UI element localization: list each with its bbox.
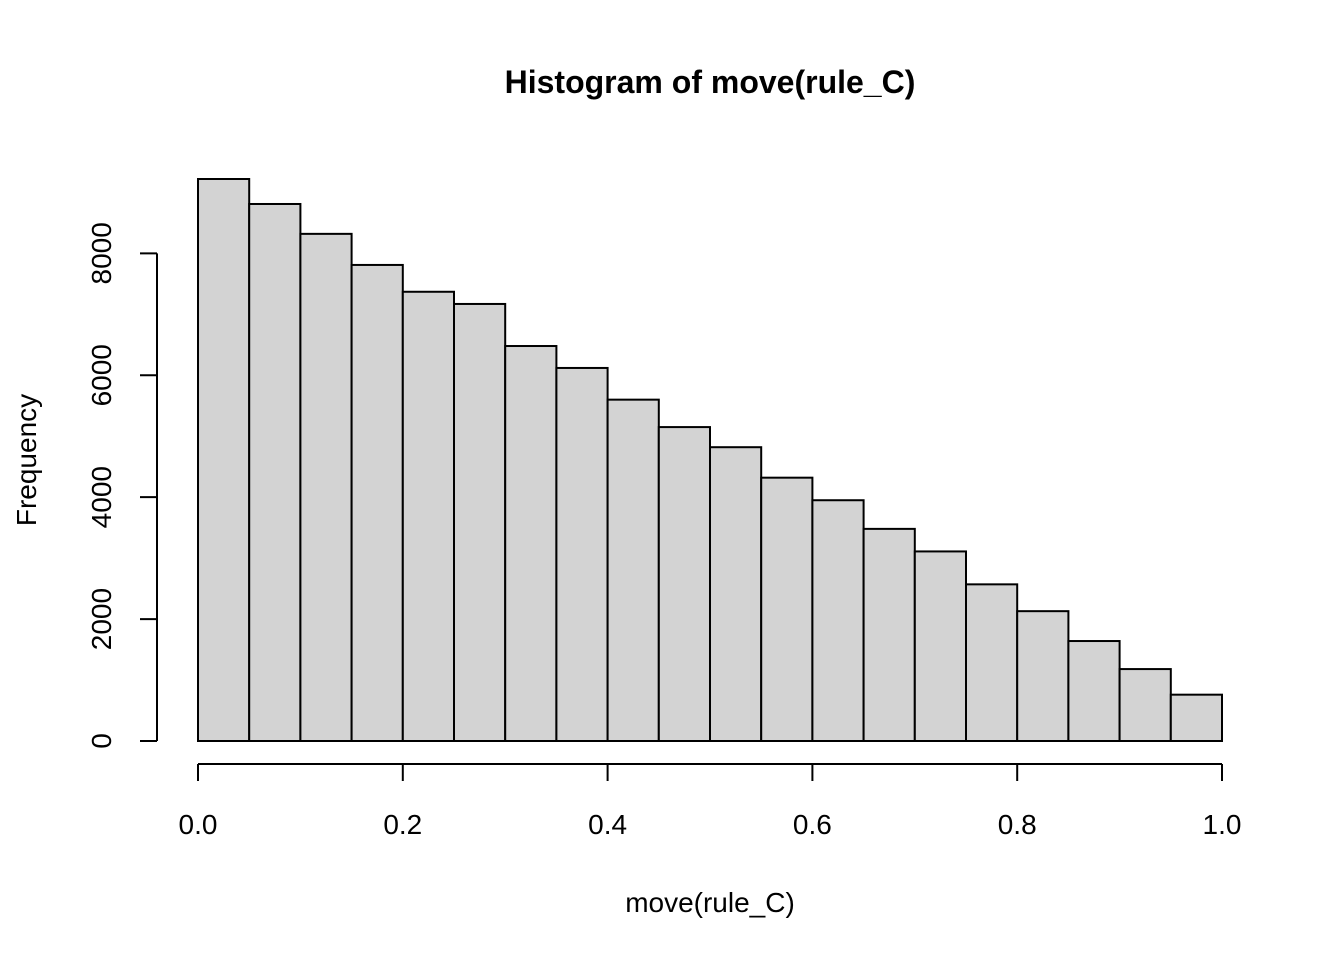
chart-title: Histogram of move(rule_C) [505, 64, 916, 100]
histogram-bar [965, 583, 1019, 742]
histogram-bar [862, 527, 916, 743]
y-tick-label: 6000 [86, 344, 117, 406]
histogram-bar [1067, 640, 1121, 743]
histogram-bar [350, 263, 404, 742]
y-axis-label: Frequency [11, 394, 42, 526]
x-tick-label: 0.2 [383, 809, 422, 840]
histogram-bar [299, 232, 353, 742]
histogram-bar [657, 426, 711, 742]
histogram-bar [606, 398, 660, 742]
x-tick-label: 0.6 [793, 809, 832, 840]
histogram-bar [197, 178, 251, 742]
histogram-bar [504, 345, 558, 742]
y-axis: 0 2000 4000 6000 8000 [86, 222, 158, 749]
histogram-bar [709, 446, 763, 742]
histogram-bar [555, 366, 609, 742]
histogram-bar [453, 302, 507, 742]
histogram-bar [1169, 693, 1224, 742]
y-tick-label: 4000 [86, 466, 117, 528]
histogram-bar [401, 290, 455, 742]
histogram-bar [760, 476, 814, 742]
x-tick-label: 1.0 [1203, 809, 1242, 840]
x-tick-label: 0.0 [179, 809, 218, 840]
x-tick-label: 0.8 [998, 809, 1037, 840]
histogram-bar [1118, 668, 1172, 742]
x-axis: 0.0 0.2 0.4 0.6 0.8 1.0 [179, 763, 1242, 840]
histogram-bars [197, 178, 1224, 743]
y-tick-label: 2000 [86, 588, 117, 650]
histogram-bar [248, 202, 302, 742]
histogram-bar [913, 550, 967, 742]
y-tick-label: 0 [86, 733, 117, 749]
histogram-bar [1016, 610, 1070, 743]
y-tick-label: 8000 [86, 222, 117, 284]
x-axis-label: move(rule_C) [625, 887, 795, 918]
x-tick-label: 0.4 [588, 809, 627, 840]
histogram-bar [811, 499, 865, 743]
